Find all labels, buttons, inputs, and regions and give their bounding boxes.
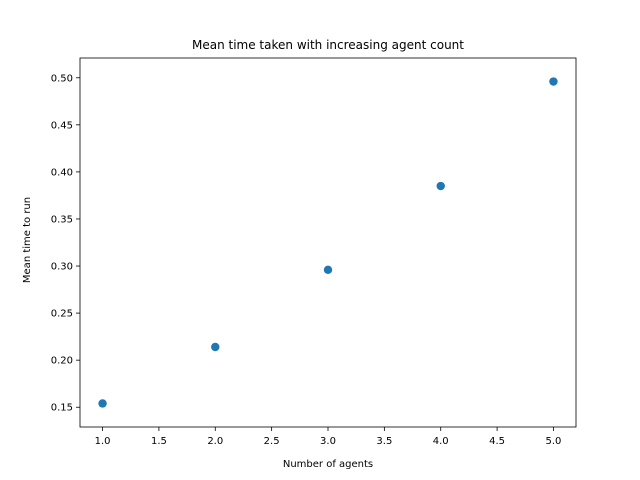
y-tick-label: 0.40 (51, 167, 73, 178)
y-tick-label: 0.50 (51, 73, 73, 84)
y-tick-label: 0.20 (51, 356, 73, 367)
x-axis-label: Number of agents (283, 459, 373, 470)
x-tick-label: 2.0 (207, 436, 223, 447)
y-tick-label: 0.45 (51, 120, 73, 131)
axes-frame (79, 57, 577, 428)
y-tick-label: 0.25 (51, 309, 73, 320)
x-tick-label: 4.5 (489, 436, 505, 447)
y-tick-label: 0.30 (51, 262, 73, 273)
data-point (436, 181, 445, 191)
data-point (211, 342, 220, 352)
data-point (98, 399, 107, 408)
y-tick-label: 0.15 (51, 403, 73, 414)
x-tick-label: 1.5 (151, 436, 167, 447)
x-tick-label: 3.5 (376, 436, 392, 447)
data-point (549, 77, 558, 86)
plot-area: 1.0 1.5 2.0 2.5 3.0 3.5 4.0 4.5 5.0 0.15 0.20 0.25 0… (51, 57, 577, 447)
x-tick-label: 2.5 (264, 436, 280, 447)
x-tick-label: 3.0 (320, 436, 336, 447)
x-tick-label: 1.0 (95, 436, 111, 447)
y-axis-label: Mean time to run (22, 197, 33, 283)
y-tick-label: 0.35 (51, 214, 73, 225)
chart-title: Mean time taken with increasing agent co… (192, 38, 464, 52)
data-point (323, 265, 333, 274)
x-tick-label: 5.0 (546, 436, 562, 447)
x-tick-label: 4.0 (433, 436, 449, 447)
